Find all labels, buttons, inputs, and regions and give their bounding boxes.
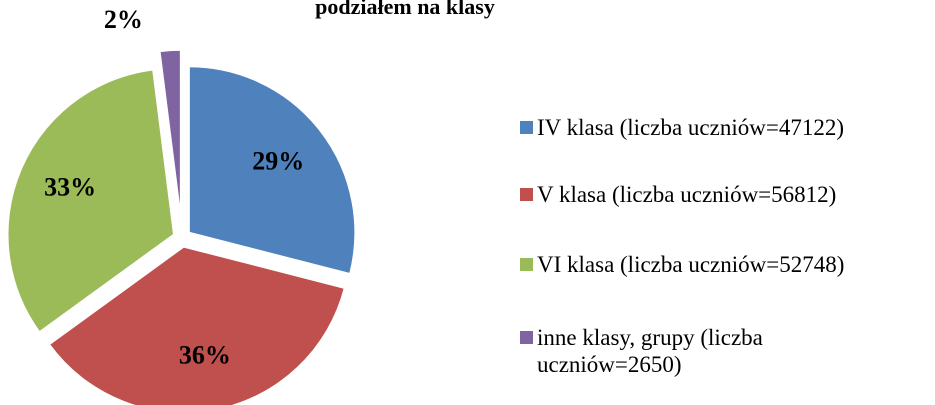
data-label: 36% xyxy=(179,341,231,370)
legend-item: VI klasa (liczba uczniów=52748) xyxy=(520,251,930,278)
legend-swatch xyxy=(520,121,533,134)
legend-swatch xyxy=(520,331,533,344)
data-label: 33% xyxy=(44,173,96,202)
pie-slice xyxy=(48,246,346,405)
legend-label: inne klasy, grupy (liczba uczniów=2650) xyxy=(537,325,763,377)
pie-slice xyxy=(6,68,175,334)
legend-item: IV klasa (liczba uczniów=47122) xyxy=(520,114,930,141)
data-label: 29% xyxy=(252,146,304,175)
legend-swatch xyxy=(520,188,533,201)
legend-item: inne klasy, grupy (liczba uczniów=2650) xyxy=(520,324,930,378)
data-label: 2% xyxy=(104,5,143,34)
legend-label: V klasa (liczba uczniów=56812) xyxy=(537,182,837,207)
legend-swatch xyxy=(520,258,533,271)
pie-slice xyxy=(158,49,182,217)
legend-item: V klasa (liczba uczniów=56812) xyxy=(520,181,930,208)
pie-slice xyxy=(188,65,356,275)
legend-label: IV klasa (liczba uczniów=47122) xyxy=(537,115,844,140)
chart-title: podziałem na klasy xyxy=(315,0,495,19)
legend-label: VI klasa (liczba uczniów=52748) xyxy=(537,252,845,277)
